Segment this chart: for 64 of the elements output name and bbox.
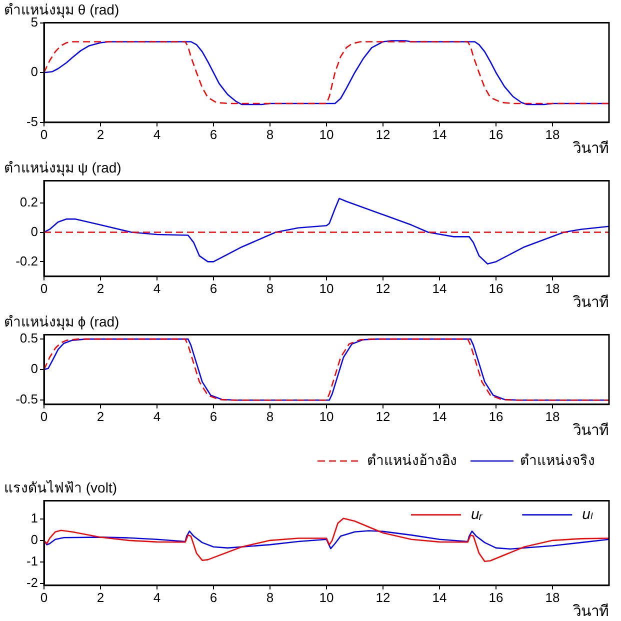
x-tick-label: 14 <box>432 126 447 142</box>
x-tick-label: 8 <box>266 408 274 424</box>
y-tick-label: 1 <box>30 510 38 526</box>
x-tick-label: 2 <box>96 126 104 142</box>
y-tick-label: 0.2 <box>20 194 38 210</box>
x-tick-label: 18 <box>545 126 560 142</box>
x-tick-label: 0 <box>40 126 48 142</box>
y-tick-label: 0.5 <box>20 330 38 346</box>
x-axis-title: วินาที <box>572 422 609 440</box>
x-tick-label: 10 <box>319 408 334 424</box>
x-axis-title: วินาที <box>572 294 609 312</box>
chart-title: แรงดันไฟฟ้า (volt) <box>4 479 117 496</box>
x-tick-label: 4 <box>153 280 161 296</box>
chart-title: ตำแหน่งมุม ψ (rad) <box>4 159 122 176</box>
x-tick-label: 2 <box>96 280 104 296</box>
x-tick-label: 10 <box>319 126 334 142</box>
x-tick-label: 14 <box>432 408 447 424</box>
x-tick-label: 2 <box>96 408 104 424</box>
line-series <box>44 338 609 401</box>
legend-label: ตำแหน่งจริง <box>520 452 595 468</box>
x-tick-label: 10 <box>319 590 334 605</box>
x-tick-label: 12 <box>376 408 390 424</box>
x-tick-label: 14 <box>432 280 447 296</box>
x-tick-label: 4 <box>153 590 161 605</box>
x-tick-label: 10 <box>319 280 334 296</box>
x-tick-label: 12 <box>376 590 390 605</box>
x-tick-label: 8 <box>266 280 274 296</box>
x-tick-label: 4 <box>153 408 161 424</box>
x-tick-label: 8 <box>266 126 274 142</box>
y-tick-label: -2 <box>26 574 38 590</box>
y-tick-label: -5 <box>26 114 38 129</box>
x-axis-title: วินาที <box>572 140 609 158</box>
x-tick-label: 16 <box>488 280 504 296</box>
y-tick-label: 0 <box>30 224 38 239</box>
x-tick-label: 8 <box>266 590 274 605</box>
x-tick-label: 6 <box>210 408 218 424</box>
x-tick-label: 2 <box>96 590 104 605</box>
x-tick-label: 18 <box>545 408 560 424</box>
y-tick-label: -0.5 <box>16 392 38 407</box>
x-tick-label: 6 <box>210 590 218 605</box>
x-tick-label: 18 <box>545 280 560 296</box>
legend-label: uᵣ <box>470 506 484 523</box>
x-tick-label: 4 <box>153 126 161 142</box>
x-axis-title: วินาที <box>572 603 609 620</box>
x-tick-label: 16 <box>488 126 504 142</box>
legend-label: uₗ <box>582 506 594 523</box>
x-tick-label: 0 <box>40 280 48 296</box>
x-tick-label: 12 <box>376 280 390 296</box>
legend-label: ตำแหน่งอ้างอิง <box>367 452 457 468</box>
y-tick-label: -1 <box>26 553 38 568</box>
x-tick-label: 6 <box>210 126 218 142</box>
x-tick-label: 12 <box>376 126 390 142</box>
x-tick-label: 14 <box>432 590 447 605</box>
y-tick-label: 0 <box>30 532 38 547</box>
x-tick-label: 6 <box>210 280 218 296</box>
x-tick-label: 18 <box>545 590 560 605</box>
x-tick-label: 0 <box>40 408 48 424</box>
x-tick-label: 16 <box>488 408 504 424</box>
y-tick-label: 0 <box>30 361 38 376</box>
x-tick-label: 0 <box>40 590 48 605</box>
y-tick-label: 0 <box>30 64 38 80</box>
y-tick-label: -0.2 <box>16 253 38 268</box>
x-tick-label: 16 <box>488 590 504 605</box>
chart-title: ตำแหน่งมุม ϕ (rad) <box>4 313 120 330</box>
